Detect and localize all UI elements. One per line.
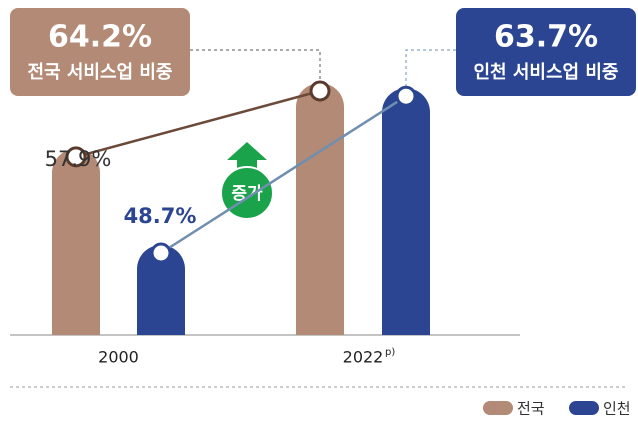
annotation: 증가 <box>231 184 263 204</box>
point-marker <box>150 242 172 264</box>
trend-line <box>160 95 407 255</box>
callout-box <box>456 8 636 96</box>
value-label: 63.7% <box>494 20 598 55</box>
leader <box>405 49 456 97</box>
point-marker <box>309 80 331 102</box>
callout-caption: 전국 서비스업 비중 <box>27 62 172 83</box>
legend-swatch <box>483 401 513 415</box>
value-label: 57.9% <box>45 147 112 171</box>
callout-box <box>10 8 190 96</box>
bar <box>296 83 344 335</box>
legend-label: 인천 <box>603 400 631 418</box>
point-marker <box>395 85 417 107</box>
legend-label: 전국 <box>517 400 545 418</box>
value-label: 48.7% <box>124 204 197 228</box>
point-marker <box>65 146 87 168</box>
category-note: p) <box>385 347 395 358</box>
value-label: 64.2% <box>48 20 152 55</box>
trend-line <box>75 89 321 159</box>
legend-swatch <box>569 401 599 415</box>
callout-caption: 인천 서비스업 비중 <box>473 62 618 83</box>
bar <box>382 88 431 335</box>
bar <box>137 245 185 335</box>
x-tick-label: 2000 <box>98 348 139 367</box>
bar <box>52 148 100 335</box>
increase-arrow: 증가 <box>220 142 274 220</box>
leader <box>190 49 321 91</box>
x-tick-label: 2022 <box>343 348 384 367</box>
